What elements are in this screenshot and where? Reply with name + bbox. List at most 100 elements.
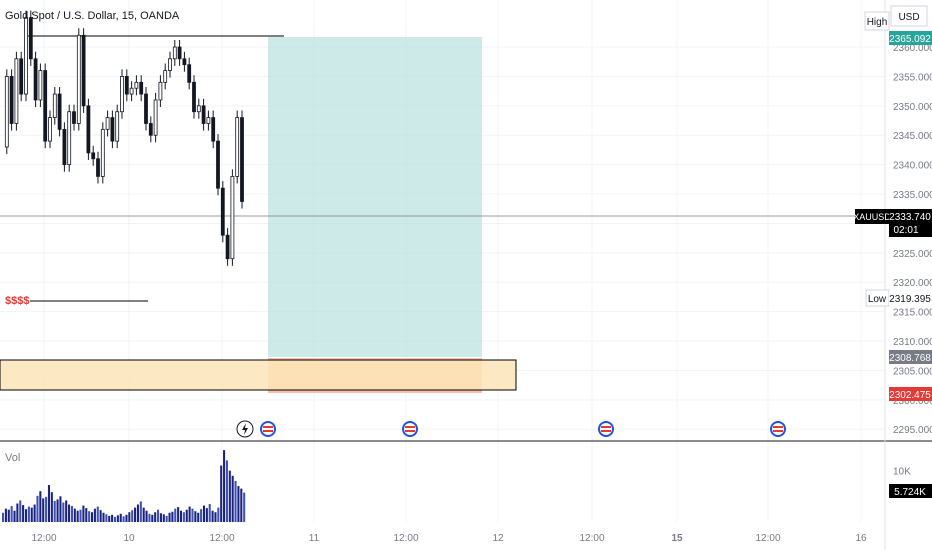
candle-body — [201, 105, 206, 124]
volume-bar — [56, 499, 59, 522]
volume-bar — [68, 504, 71, 522]
volume-bar — [179, 510, 183, 522]
volume-bar — [27, 506, 30, 522]
us-flag-event-icon[interactable] — [260, 421, 276, 437]
price-tick-label: 2320.000 — [893, 278, 932, 289]
candle-body — [196, 105, 201, 113]
us-flag-event-icon[interactable] — [402, 421, 418, 437]
volume-bar — [197, 512, 200, 522]
volume-bar — [208, 504, 211, 522]
volume-bar — [7, 509, 10, 522]
symbol-tag: XAUUSD — [853, 209, 891, 224]
volume-bar — [125, 514, 128, 522]
candle-body — [230, 175, 235, 260]
volume-bar — [108, 515, 111, 522]
volume-bar — [45, 496, 48, 522]
demand-zone[interactable] — [0, 359, 517, 391]
time-tick-label: 15 — [671, 533, 683, 544]
price-tick-label: 2340.000 — [893, 161, 932, 172]
price-series — [4, 10, 244, 266]
price-tick-label: 2345.000 — [893, 131, 932, 142]
candle-body — [52, 93, 57, 119]
currency-label: USD — [898, 12, 919, 23]
volume-bar — [13, 510, 16, 522]
volume-bar — [231, 475, 234, 522]
low-price-tag: 2319.395 — [889, 291, 932, 305]
volume-bar — [2, 512, 5, 522]
volume-bar — [53, 500, 56, 522]
volume-bar — [4, 508, 7, 522]
time-tick-label: 12:00 — [209, 533, 234, 544]
low-tag[interactable]: Low — [865, 289, 890, 307]
volume-bar — [93, 508, 96, 522]
price-tick-label: 2310.000 — [893, 337, 932, 348]
volume-bar — [243, 492, 246, 522]
volume-bar — [228, 470, 231, 522]
time-tick-label: 12 — [492, 533, 504, 544]
high-price-tag: 2365.092 — [889, 31, 932, 45]
candle-body — [129, 87, 134, 95]
candle-body — [91, 152, 96, 160]
volume-bar — [16, 503, 19, 522]
candle-body — [192, 81, 196, 113]
price-tick-label: 2295.000 — [893, 425, 932, 436]
volume-bar — [59, 496, 62, 522]
candle-body — [148, 123, 153, 136]
take-profit-zone[interactable] — [268, 37, 482, 357]
volume-bar — [162, 514, 165, 522]
candle-body — [33, 58, 38, 101]
us-flag-event-icon[interactable] — [598, 421, 614, 437]
high-tag[interactable]: High — [864, 11, 890, 31]
candle-body — [225, 234, 230, 260]
candle-body — [100, 128, 105, 177]
volume-label: Vol — [5, 452, 20, 464]
candle-body — [139, 81, 144, 95]
candle-body — [163, 70, 168, 83]
candle-body — [172, 46, 177, 60]
dividend-event-icon[interactable] — [236, 420, 254, 438]
time-tick-label: 12:00 — [755, 533, 780, 544]
volume-bar — [102, 512, 105, 522]
candle-body — [144, 93, 148, 124]
volume-bar — [65, 500, 68, 522]
volume-bar — [24, 509, 28, 522]
volume-bar — [116, 515, 119, 522]
volume-bar — [30, 507, 33, 522]
volume-bar — [194, 511, 197, 522]
candle-body — [240, 117, 244, 202]
volume-bar — [113, 516, 117, 522]
us-flag-event-icon[interactable] — [770, 421, 786, 437]
volume-bar — [220, 465, 223, 522]
candle-body — [124, 76, 129, 95]
candle-body — [177, 46, 182, 60]
low-label: Low — [868, 294, 887, 305]
event-markers — [236, 420, 786, 438]
volume-bar — [165, 515, 168, 522]
currency-button[interactable]: USD — [890, 5, 928, 27]
time-axis[interactable]: 12:00 10 12:00 11 12:00 12 12:00 15 12:00 16 — [31, 533, 867, 544]
volume-bar — [191, 508, 194, 522]
volume-bar — [200, 509, 203, 522]
candle-body — [86, 105, 91, 154]
candle-body — [14, 58, 19, 124]
volume-bar — [159, 513, 162, 522]
candle-body — [9, 76, 14, 124]
volume-bar — [145, 510, 148, 522]
volume-bar — [157, 509, 160, 522]
candle-body — [110, 117, 115, 142]
price-axis[interactable]: 2360.000 2355.000 2350.000 2345.000 2340.000… — [893, 43, 932, 436]
volume-bar — [237, 486, 240, 522]
volume-bar — [62, 502, 65, 522]
time-tick-label: 12:00 — [393, 533, 418, 544]
volume-bar — [205, 508, 208, 522]
candle-body — [28, 17, 33, 60]
volume-bar — [223, 450, 226, 522]
chart-title: Gold Spot / U.S. Dollar, 15, OANDA — [5, 10, 180, 22]
volume-bar — [168, 512, 171, 522]
entry-price-value: 2308.768 — [889, 353, 931, 364]
volume-bar — [79, 509, 82, 522]
volume-bar — [211, 510, 214, 522]
bar-countdown: 02:01 — [893, 225, 918, 236]
